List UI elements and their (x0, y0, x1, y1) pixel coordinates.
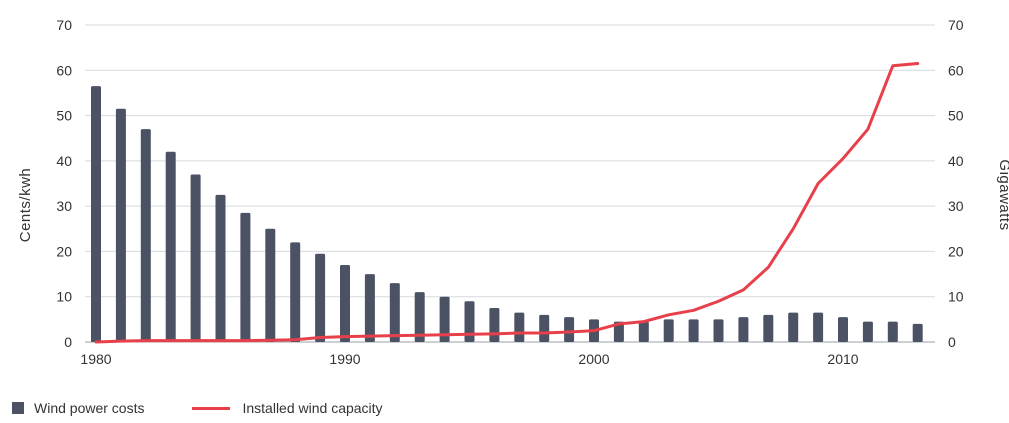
cost-bar (290, 242, 301, 342)
cost-bar (215, 194, 226, 342)
left-tick-label: 60 (56, 62, 72, 78)
left-axis: 0 10 20 30 40 50 60 70 (56, 17, 72, 350)
cost-bar (140, 129, 151, 342)
cost-bar (539, 314, 550, 342)
right-tick-label: 0 (948, 334, 956, 350)
x-tick-label: 2000 (578, 351, 609, 367)
left-tick-label: 10 (56, 289, 72, 305)
cost-bar (763, 314, 774, 342)
cost-bar (340, 265, 350, 342)
cost-bar (165, 151, 176, 342)
line-series (94, 61, 920, 344)
legend-bar-swatch (12, 402, 24, 414)
legend: Wind power costs Installed wind capacity (12, 400, 431, 416)
cost-bar (813, 312, 824, 342)
left-tick-label: 50 (56, 108, 72, 124)
gridlines (85, 24, 935, 343)
left-tick-label: 40 (56, 153, 72, 169)
cost-bar (489, 308, 500, 342)
cost-bar (414, 292, 425, 342)
cost-bar (738, 317, 749, 342)
cost-bar (613, 321, 624, 342)
left-axis-title: Cents/kwh (17, 168, 34, 243)
cost-bar (638, 321, 649, 342)
x-tick-label: 1990 (329, 351, 360, 367)
bar-series (91, 86, 923, 343)
cost-bar (91, 86, 101, 342)
cost-bar (564, 317, 575, 342)
right-tick-label: 40 (948, 153, 964, 169)
right-tick-label: 70 (948, 17, 964, 33)
cost-bar (315, 253, 326, 342)
cost-bar (663, 319, 674, 342)
cost-bar (514, 312, 525, 342)
right-axis-title: Gigawatts (996, 159, 1009, 230)
capacity-line (94, 61, 920, 344)
cost-bar (838, 317, 848, 342)
cost-bar (887, 321, 898, 342)
cost-bar (389, 283, 400, 342)
left-tick-label: 70 (56, 17, 72, 33)
right-tick-label: 20 (948, 243, 964, 259)
cost-bar (115, 108, 126, 343)
chart: 0 10 20 30 40 50 60 70 0 10 20 30 40 50 60 70 1980 1990… (17, 17, 1009, 367)
cost-bar (912, 323, 923, 342)
left-tick-label: 0 (64, 334, 72, 350)
right-tick-label: 60 (948, 62, 964, 78)
x-tick-label: 1980 (80, 351, 111, 367)
cost-bar (688, 319, 699, 342)
right-tick-label: 50 (948, 108, 964, 124)
x-axis: 1980 1990 2000 2010 (80, 351, 858, 367)
cost-bar (190, 174, 201, 342)
cost-bar (788, 312, 799, 342)
legend-label-capacity: Installed wind capacity (242, 400, 383, 416)
left-tick-label: 30 (56, 198, 72, 214)
left-tick-label: 20 (56, 243, 72, 259)
cost-bar (265, 228, 276, 342)
cost-bar (862, 321, 873, 342)
cost-bar (364, 274, 375, 342)
right-axis: 0 10 20 30 40 50 60 70 (948, 17, 964, 350)
cost-bar (713, 319, 724, 342)
cost-bar (439, 296, 450, 342)
cost-bar (240, 212, 251, 342)
legend-line-swatch (192, 406, 231, 410)
legend-label-costs: Wind power costs (34, 400, 145, 416)
cost-bar (464, 301, 475, 342)
legend-item-capacity: Installed wind capacity (192, 400, 383, 416)
legend-item-costs: Wind power costs (12, 400, 144, 416)
x-tick-label: 2010 (827, 351, 858, 367)
right-tick-label: 10 (948, 289, 964, 305)
right-tick-label: 30 (948, 198, 964, 214)
